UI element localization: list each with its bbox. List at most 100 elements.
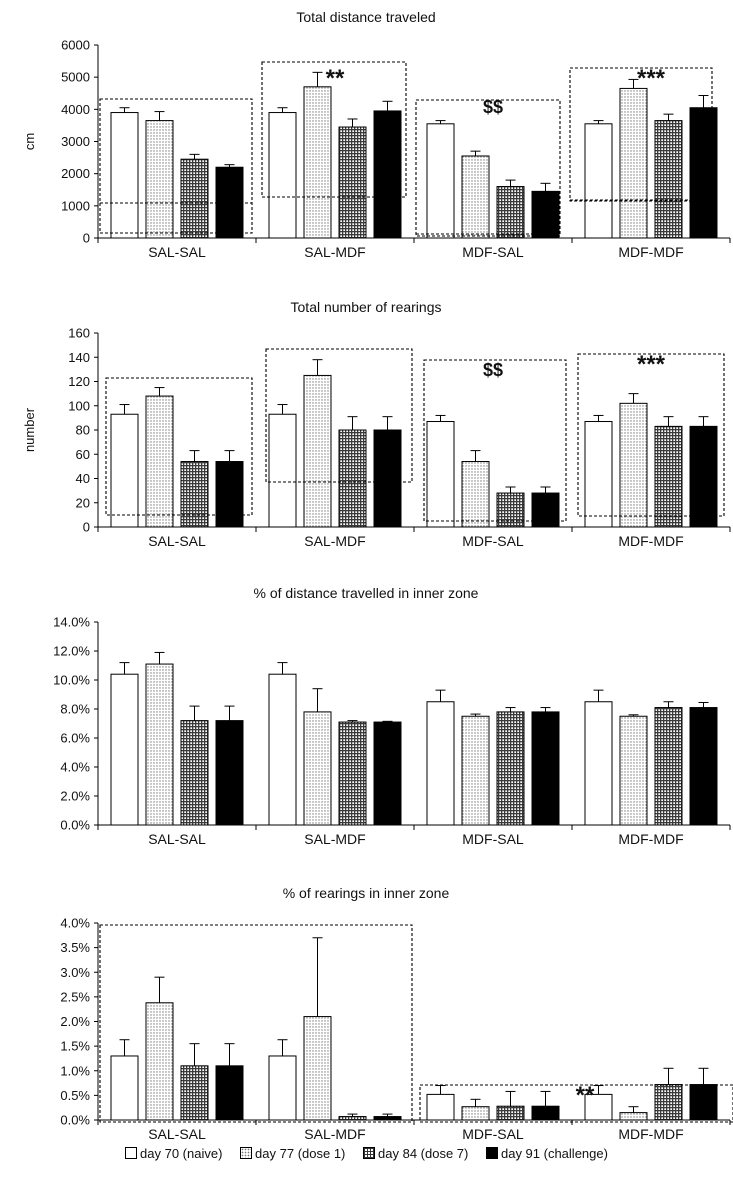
bar-day84-mdf-sal — [496, 492, 525, 528]
bar-day91-sal-mdf — [373, 1116, 402, 1121]
y-tick-label: 6.0% — [60, 731, 90, 746]
bar-day84-sal-mdf — [338, 429, 367, 528]
figure: Total distance traveled01000200030004000… — [22, 9, 733, 1140]
bar-day77-sal-sal — [145, 1002, 174, 1121]
x-tick-label: SAL-SAL — [148, 533, 206, 549]
bar-day91-sal-sal — [215, 1065, 244, 1121]
x-tick-label: SAL-MDF — [304, 1126, 365, 1140]
legend-swatch-dots — [240, 1147, 253, 1159]
bar-day77-mdf-mdf — [619, 87, 648, 239]
bar-day84-sal-sal — [180, 461, 209, 528]
bar-day70-mdf-sal — [426, 123, 455, 239]
y-tick-label: 4.0% — [60, 760, 90, 775]
y-tick-label: 1.5% — [60, 1039, 90, 1054]
significance-annotation: ** — [326, 65, 345, 92]
y-tick-label: 10.0% — [53, 673, 90, 688]
legend-label: day 77 (dose 1) — [255, 1146, 346, 1161]
x-tick-label: MDF-SAL — [462, 1126, 524, 1140]
y-tick-label: 20 — [76, 495, 90, 510]
bar-day84-sal-mdf — [338, 721, 367, 826]
bar-day91-sal-sal — [215, 461, 244, 528]
y-axis-label: cm — [22, 133, 37, 150]
y-tick-label: 40 — [76, 471, 90, 486]
x-tick-label: MDF-MDF — [618, 533, 683, 549]
legend-label: day 70 (naive) — [140, 1146, 223, 1161]
y-tick-label: 14.0% — [53, 615, 90, 630]
group-box — [577, 353, 725, 517]
bar-day70-sal-mdf — [268, 112, 297, 239]
significance-annotation: *** — [637, 351, 666, 378]
bar-day77-sal-sal — [145, 120, 174, 239]
group-box — [415, 99, 561, 237]
y-tick-label: 5000 — [61, 70, 90, 85]
y-tick-label: 12.0% — [53, 644, 90, 659]
bar-day91-mdf-sal — [531, 492, 560, 528]
y-tick-label: 3000 — [61, 134, 90, 149]
y-tick-label: 120 — [68, 374, 90, 389]
bar-day70-mdf-sal — [426, 421, 455, 528]
group-box — [99, 924, 413, 1123]
bar-day70-sal-mdf — [268, 1055, 297, 1121]
bar-day70-sal-sal — [110, 112, 139, 239]
group-box — [423, 359, 567, 522]
bar-day91-mdf-sal — [531, 1105, 560, 1121]
y-tick-label: 0 — [83, 231, 90, 246]
bar-day91-mdf-sal — [531, 711, 560, 826]
x-tick-label: MDF-SAL — [462, 244, 524, 260]
x-tick-label: SAL-MDF — [304, 244, 365, 260]
bar-day84-mdf-sal — [496, 1105, 525, 1121]
legend-item-day77: day 77 (dose 1) — [240, 1146, 345, 1161]
group-box — [265, 348, 413, 483]
bar-day84-sal-sal — [180, 1065, 209, 1121]
group-box — [419, 1084, 733, 1123]
bar-day77-mdf-sal — [461, 155, 490, 239]
bar-day84-sal-mdf — [338, 126, 367, 239]
bar-day91-sal-mdf — [373, 721, 402, 826]
y-tick-label: 2000 — [61, 166, 90, 181]
x-tick-label: SAL-SAL — [148, 831, 206, 847]
y-tick-label: 0.5% — [60, 1088, 90, 1103]
legend-item-day84: day 84 (dose 7) — [363, 1146, 468, 1161]
y-tick-label: 3.5% — [60, 940, 90, 955]
bar-day70-mdf-mdf — [584, 1093, 613, 1121]
bar-day77-mdf-sal — [461, 461, 490, 528]
legend-label: day 84 (dose 7) — [378, 1146, 469, 1161]
y-tick-label: 2.0% — [60, 1014, 90, 1029]
y-tick-label: 60 — [76, 447, 90, 462]
y-tick-label: 0.0% — [60, 1113, 90, 1128]
bar-day91-sal-mdf — [373, 110, 402, 239]
bar-day91-mdf-mdf — [689, 707, 718, 826]
bar-day84-sal-sal — [180, 720, 209, 826]
bar-day70-sal-mdf — [268, 673, 297, 826]
group-box — [99, 98, 253, 234]
bar-day84-mdf-mdf — [654, 120, 683, 239]
legend-swatch-grid — [363, 1147, 376, 1159]
chart-title: % of rearings in inner zone — [283, 885, 450, 901]
bar-day70-mdf-sal — [426, 1093, 455, 1121]
chart-3: % of distance travelled in inner zone 0.0… — [53, 585, 731, 847]
y-tick-label: 140 — [68, 350, 90, 365]
bar-day91-mdf-mdf — [689, 425, 718, 528]
y-tick-label: 6000 — [61, 38, 90, 53]
y-tick-label: 100 — [68, 398, 90, 413]
x-tick-label: MDF-MDF — [618, 244, 683, 260]
bar-day91-mdf-mdf — [689, 107, 718, 239]
x-tick-label: SAL-SAL — [148, 1126, 206, 1140]
legend-item-day91: day 91 (challenge) — [485, 1146, 608, 1161]
bar-day91-mdf-sal — [531, 190, 560, 239]
y-tick-label: 2.5% — [60, 989, 90, 1004]
group-box — [105, 377, 253, 516]
legend: day 70 (naive) day 77 (dose 1) day 84 (d… — [0, 1146, 733, 1161]
bar-day91-mdf-mdf — [689, 1084, 718, 1121]
chart-title: Total number of rearings — [291, 299, 442, 315]
bar-day91-sal-mdf — [373, 429, 402, 528]
y-tick-label: 4000 — [61, 102, 90, 117]
bar-day77-mdf-mdf — [619, 1112, 648, 1121]
y-tick-label: 0.0% — [60, 818, 90, 833]
bar-day77-sal-sal — [145, 395, 174, 528]
y-tick-label: 80 — [76, 423, 90, 438]
y-tick-label: 1.0% — [60, 1063, 90, 1078]
significance-annotation: $$ — [483, 97, 503, 117]
bar-day70-sal-sal — [110, 413, 139, 528]
x-tick-label: MDF-SAL — [462, 533, 524, 549]
